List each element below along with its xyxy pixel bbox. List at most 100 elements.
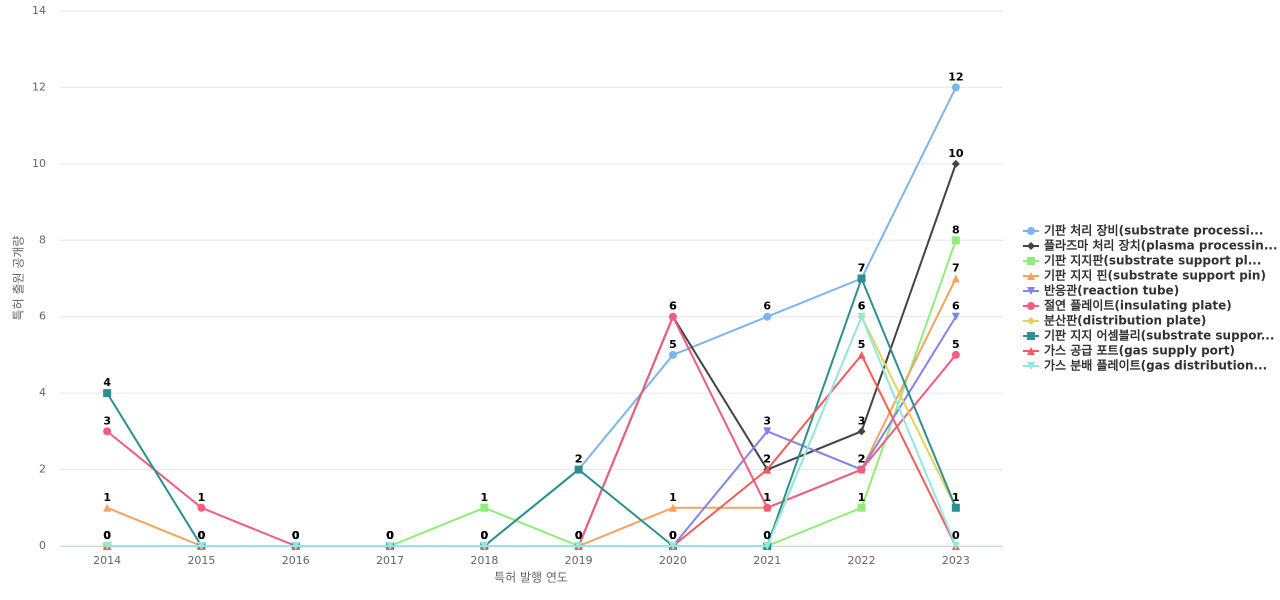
x-tick-label: 2021: [753, 554, 781, 567]
point: [763, 312, 772, 321]
data-label: 5: [669, 338, 677, 351]
legend-item: 가스 분배 플레이트(gas distribution...: [1023, 358, 1267, 373]
point: [668, 503, 677, 512]
data-label: 0: [669, 529, 677, 542]
data-label: 0: [292, 529, 300, 542]
point: [857, 465, 866, 474]
data-label: 1: [103, 491, 111, 504]
data-label: 0: [763, 529, 771, 542]
data-label: 3: [858, 414, 866, 427]
point: [857, 427, 866, 436]
data-label: 7: [858, 262, 866, 275]
data-label: 3: [103, 414, 111, 427]
data-label: 0: [575, 529, 583, 542]
data-label: 0: [103, 529, 111, 542]
point: [951, 159, 960, 168]
series-line: [107, 316, 957, 547]
data-label: 0: [952, 529, 960, 542]
data-label: 0: [198, 529, 206, 542]
legend-label: 가스 분배 플레이트(gas distribution...: [1044, 358, 1267, 373]
data-label: 2: [575, 453, 583, 466]
data-label: 0: [198, 529, 206, 542]
legend-item: 기판 지지 핀(substrate support pin): [1023, 268, 1266, 283]
point: [1027, 257, 1035, 265]
point: [951, 542, 960, 550]
data-label: 0: [386, 529, 394, 542]
data-label: 0: [481, 529, 489, 542]
point: [763, 465, 772, 474]
point: [1027, 317, 1035, 325]
point: [763, 503, 772, 512]
data-label: 12: [948, 70, 963, 83]
point: [386, 542, 395, 550]
point: [103, 389, 112, 398]
data-label: 0: [292, 529, 300, 542]
data-label: 0: [386, 529, 394, 542]
point: [857, 274, 866, 283]
data-label: 0: [386, 529, 394, 542]
data-label: 1: [669, 491, 677, 504]
data-label: 1: [858, 491, 866, 504]
data-label: 5: [952, 338, 960, 351]
legend-item: 기판 처리 장비(substrate processi...: [1023, 223, 1263, 238]
point: [951, 312, 960, 321]
data-label: 1: [481, 491, 489, 504]
legend-item: 플라즈마 처리 장치(plasma processin...: [1023, 238, 1278, 253]
y-tick-label: 14: [32, 4, 46, 17]
legend-item: 기판 지지판(substrate support pl...: [1023, 253, 1261, 268]
data-label: 0: [481, 529, 489, 542]
x-tick-label: 2019: [565, 554, 593, 567]
data-label: 0: [481, 529, 489, 542]
series-line: [107, 353, 957, 547]
point: [763, 427, 772, 436]
legend-label: 기판 지지 핀(substrate support pin): [1044, 268, 1266, 283]
data-label: 0: [386, 529, 394, 542]
data-label: 0: [292, 529, 300, 542]
data-label: 0: [386, 529, 394, 542]
data-label: 5: [858, 338, 866, 351]
series-line: [106, 278, 957, 547]
y-tick-label: 10: [32, 157, 46, 170]
point: [574, 542, 583, 550]
data-label: 2: [575, 453, 583, 466]
data-label: 2: [858, 453, 866, 466]
point: [857, 503, 866, 512]
data-label: 0: [292, 529, 300, 542]
data-label: 0: [386, 529, 394, 542]
data-label: 0: [575, 529, 583, 542]
data-label: 0: [763, 529, 771, 542]
point: [857, 350, 866, 359]
series: [103, 312, 960, 550]
x-tick-label: 2023: [942, 554, 970, 567]
point: [103, 427, 112, 436]
data-label: 0: [481, 529, 489, 542]
point: [951, 503, 960, 512]
data-label: 0: [292, 529, 300, 542]
point: [480, 542, 489, 550]
x-tick-label: 2018: [470, 554, 498, 567]
point: [1027, 332, 1035, 340]
data-label: 8: [952, 223, 960, 236]
legend-label: 분산판(distribution plate): [1044, 313, 1206, 328]
data-label: 0: [103, 529, 111, 542]
y-tick-label: 4: [39, 386, 46, 399]
point: [951, 83, 960, 92]
data-label: 0: [103, 529, 111, 542]
point: [763, 542, 772, 550]
series: [103, 312, 960, 550]
data-label: 0: [669, 529, 677, 542]
legend-label: 플라즈마 처리 장치(plasma processin...: [1044, 238, 1278, 253]
data-label: 2: [858, 453, 866, 466]
legend-label: 가스 공급 포트(gas supply port): [1044, 343, 1235, 358]
legend-label: 기판 지지판(substrate support pl...: [1044, 253, 1261, 268]
data-label: 0: [103, 529, 111, 542]
point: [480, 503, 489, 512]
x-tick-label: 2022: [848, 554, 876, 567]
data-label: 0: [575, 529, 583, 542]
data-label: 0: [386, 529, 394, 542]
legend-item: 분산판(distribution plate): [1023, 313, 1206, 328]
series: [103, 312, 960, 550]
data-label: 6: [763, 300, 771, 313]
data-label: 0: [575, 529, 583, 542]
